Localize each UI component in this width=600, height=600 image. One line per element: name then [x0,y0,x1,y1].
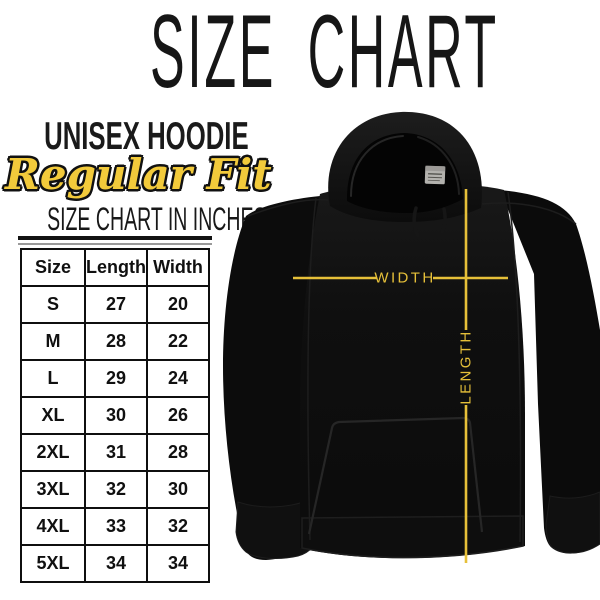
width-cell: 26 [146,396,210,435]
size-cell: XL [20,396,86,435]
length-cell: 28 [84,322,148,361]
hoodie-pocket [307,416,484,535]
size-cell: 3XL [20,470,86,509]
hoodie-hem [301,515,524,559]
length-cell: 32 [84,470,148,509]
column-header-length: Length [84,248,148,287]
page-title: SIZE CHART [150,0,499,110]
width-cell: 28 [146,433,210,472]
hood-opening [346,133,463,213]
length-cell: 29 [84,359,148,398]
hoodie-left-sleeve [223,196,320,560]
measurement-lines: WIDTH LENGTH [293,189,508,563]
size-cell: 4XL [20,507,86,546]
table-row: L 29 24 [20,359,210,398]
hoodie-right-sleeve [500,190,600,554]
heading-underline-secondary [18,243,212,245]
width-cell: 32 [146,507,210,546]
width-cell: 20 [146,285,210,324]
neck-tag [424,165,446,185]
width-cell: 22 [146,322,210,361]
length-cell: 34 [84,544,148,583]
heading-underline [18,236,212,240]
size-cell: L [20,359,86,398]
size-table: Size Length Width S 27 20 M 28 22 L 29 2… [20,248,210,583]
size-cell: 5XL [20,544,86,583]
length-label: LENGTH [458,329,475,404]
width-cell: 30 [146,470,210,509]
width-label: WIDTH [374,270,435,287]
hoodie-left-cuff [235,497,318,560]
size-cell: M [20,322,86,361]
size-cell: S [20,285,86,324]
table-row: 5XL 34 34 [20,544,210,583]
column-header-width: Width [146,248,210,287]
hoodie-right-cuff [545,491,600,554]
table-heading: SIZE CHART IN INCHES [47,201,267,237]
column-header-size: Size [20,248,86,287]
length-cell: 30 [84,396,148,435]
product-fit: Regular Fit [5,150,272,199]
size-table-body: S 27 20 M 28 22 L 29 24 XL 30 26 2XL 31 [20,285,210,583]
length-cell: 33 [84,507,148,546]
hoodie-seams [247,191,577,543]
hoodie-image: WIDTH LENGTH [223,111,600,563]
size-cell: 2XL [20,433,86,472]
size-table-header-row: Size Length Width [20,248,210,287]
length-cell: 27 [84,285,148,324]
hoodie-body [300,183,525,559]
length-cell: 31 [84,433,148,472]
hood-rim-highlight [350,135,404,197]
table-row: 3XL 32 30 [20,470,210,509]
hood-rim-shadow [417,136,460,195]
table-row: XL 30 26 [20,396,210,435]
table-row: S 27 20 [20,285,210,324]
table-row: M 28 22 [20,322,210,361]
width-cell: 34 [146,544,210,583]
hood-drawcords [412,206,447,238]
width-cell: 24 [146,359,210,398]
table-row: 2XL 31 28 [20,433,210,472]
table-row: 4XL 33 32 [20,507,210,546]
